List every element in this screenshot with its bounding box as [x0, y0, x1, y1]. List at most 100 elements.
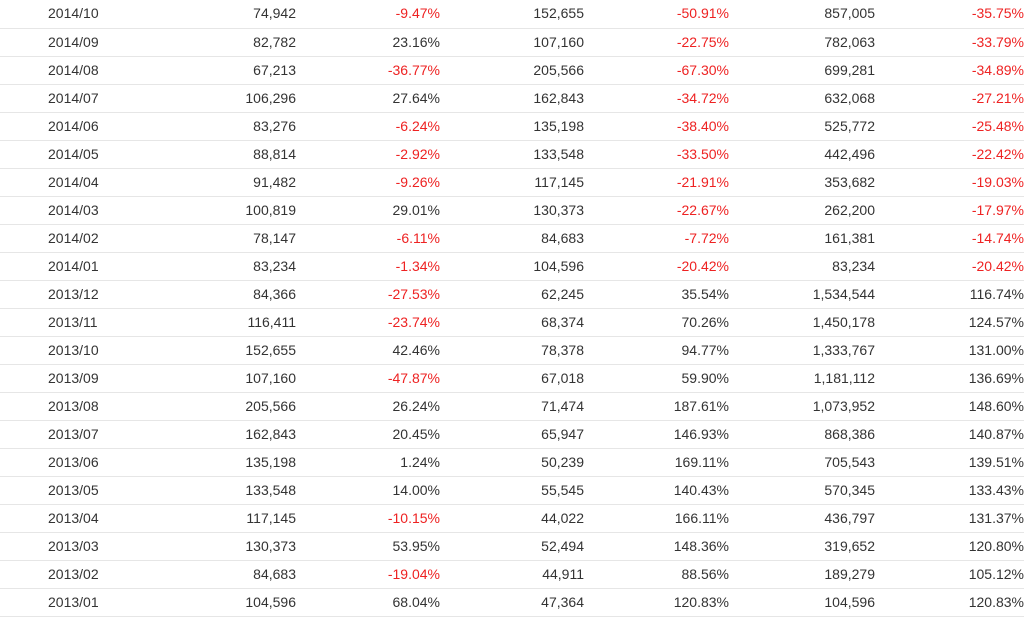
table-row: 2013/04 117,145 -10.15% 44,022 166.11% 436,79… [0, 504, 1024, 533]
change-2-cell: -50.91% [584, 0, 729, 29]
table-row: 2014/07 106,296 27.64% 162,843 -34.72% 632,06… [0, 84, 1024, 113]
month-cell: 2014/04 [0, 168, 148, 197]
change-1-cell: 27.64% [296, 84, 440, 113]
change-2-cell: -7.72% [584, 224, 729, 253]
value-2-cell: 117,145 [440, 168, 584, 197]
table-row: 2014/03 100,819 29.01% 130,373 -22.67% 262,20… [0, 196, 1024, 225]
table-row: 2013/05 133,548 14.00% 55,545 140.43% 570,345… [0, 476, 1024, 505]
value-1-cell: 67,213 [148, 56, 296, 85]
value-3-cell: 1,534,544 [729, 280, 875, 309]
table-row: 2014/08 67,213 -36.77% 205,566 -67.30% 699,28… [0, 56, 1024, 85]
value-1-cell: 116,411 [148, 308, 296, 337]
value-1-cell: 106,296 [148, 84, 296, 113]
change-3-cell: -34.89% [875, 56, 1024, 85]
value-2-cell: 133,548 [440, 140, 584, 169]
change-1-cell: 14.00% [296, 476, 440, 505]
change-2-cell: -38.40% [584, 112, 729, 141]
month-cell: 2013/06 [0, 448, 148, 477]
value-2-cell: 107,160 [440, 28, 584, 57]
month-cell: 2014/01 [0, 252, 148, 281]
value-2-cell: 78,378 [440, 336, 584, 365]
change-1-cell: -9.26% [296, 168, 440, 197]
table-row: 2014/05 88,814 -2.92% 133,548 -33.50% 442,496… [0, 140, 1024, 169]
change-2-cell: -33.50% [584, 140, 729, 169]
change-1-cell: -47.87% [296, 364, 440, 393]
value-3-cell: 189,279 [729, 560, 875, 589]
value-3-cell: 632,068 [729, 84, 875, 113]
value-1-cell: 83,234 [148, 252, 296, 281]
table-row: 2014/04 91,482 -9.26% 117,145 -21.91% 353,682… [0, 168, 1024, 197]
change-2-cell: 140.43% [584, 476, 729, 505]
change-2-cell: 166.11% [584, 504, 729, 533]
value-3-cell: 1,073,952 [729, 392, 875, 421]
change-2-cell: 88.56% [584, 560, 729, 589]
change-1-cell: -23.74% [296, 308, 440, 337]
change-1-cell: -1.34% [296, 252, 440, 281]
value-3-cell: 782,063 [729, 28, 875, 57]
month-cell: 2013/10 [0, 336, 148, 365]
change-1-cell: -2.92% [296, 140, 440, 169]
change-2-cell: 59.90% [584, 364, 729, 393]
value-2-cell: 71,474 [440, 392, 584, 421]
value-1-cell: 84,683 [148, 560, 296, 589]
month-cell: 2014/07 [0, 84, 148, 113]
value-2-cell: 152,655 [440, 0, 584, 29]
change-3-cell: 116.74% [875, 280, 1024, 309]
change-2-cell: 94.77% [584, 336, 729, 365]
value-3-cell: 570,345 [729, 476, 875, 505]
value-2-cell: 62,245 [440, 280, 584, 309]
value-2-cell: 55,545 [440, 476, 584, 505]
change-1-cell: 53.95% [296, 532, 440, 561]
change-1-cell: -10.15% [296, 504, 440, 533]
change-1-cell: 23.16% [296, 28, 440, 57]
table-row: 2014/09 82,782 23.16% 107,160 -22.75% 782,063… [0, 28, 1024, 57]
value-1-cell: 84,366 [148, 280, 296, 309]
value-3-cell: 1,181,112 [729, 364, 875, 393]
month-cell: 2014/05 [0, 140, 148, 169]
value-3-cell: 161,381 [729, 224, 875, 253]
change-3-cell: -35.75% [875, 0, 1024, 29]
value-2-cell: 130,373 [440, 196, 584, 225]
change-2-cell: -22.75% [584, 28, 729, 57]
table-row: 2014/01 83,234 -1.34% 104,596 -20.42% 83,234-… [0, 252, 1024, 281]
month-cell: 2013/11 [0, 308, 148, 337]
value-2-cell: 65,947 [440, 420, 584, 449]
change-2-cell: -20.42% [584, 252, 729, 281]
value-3-cell: 699,281 [729, 56, 875, 85]
change-1-cell: -36.77% [296, 56, 440, 85]
value-3-cell: 1,450,178 [729, 308, 875, 337]
change-3-cell: -22.42% [875, 140, 1024, 169]
month-cell: 2013/05 [0, 476, 148, 505]
value-1-cell: 78,147 [148, 224, 296, 253]
change-1-cell: 26.24% [296, 392, 440, 421]
month-cell: 2013/04 [0, 504, 148, 533]
value-2-cell: 68,374 [440, 308, 584, 337]
change-2-cell: -67.30% [584, 56, 729, 85]
change-2-cell: 70.26% [584, 308, 729, 337]
change-3-cell: -17.97% [875, 196, 1024, 225]
table-row: 2013/06 135,198 1.24% 50,239 169.11% 705,543 1… [0, 448, 1024, 477]
table-row: 2013/12 84,366 -27.53% 62,245 35.54% 1,534,54… [0, 280, 1024, 309]
change-2-cell: -22.67% [584, 196, 729, 225]
change-1-cell: -19.04% [296, 560, 440, 589]
change-1-cell: -9.47% [296, 0, 440, 29]
month-cell: 2014/06 [0, 112, 148, 141]
change-2-cell: 169.11% [584, 448, 729, 477]
change-1-cell: -6.24% [296, 112, 440, 141]
value-1-cell: 152,655 [148, 336, 296, 365]
change-3-cell: -19.03% [875, 168, 1024, 197]
change-1-cell: -27.53% [296, 280, 440, 309]
value-3-cell: 436,797 [729, 504, 875, 533]
month-cell: 2013/02 [0, 560, 148, 589]
month-cell: 2014/08 [0, 56, 148, 85]
value-3-cell: 857,005 [729, 0, 875, 29]
table-row: 2013/07 162,843 20.45% 65,947 146.93% 868,386… [0, 420, 1024, 449]
value-3-cell: 319,652 [729, 532, 875, 561]
month-cell: 2014/09 [0, 28, 148, 57]
table-row: 2013/10 152,655 42.46% 78,378 94.77% 1,333,76… [0, 336, 1024, 365]
change-2-cell: 146.93% [584, 420, 729, 449]
value-1-cell: 162,843 [148, 420, 296, 449]
change-1-cell: 1.24% [296, 448, 440, 477]
value-2-cell: 84,683 [440, 224, 584, 253]
